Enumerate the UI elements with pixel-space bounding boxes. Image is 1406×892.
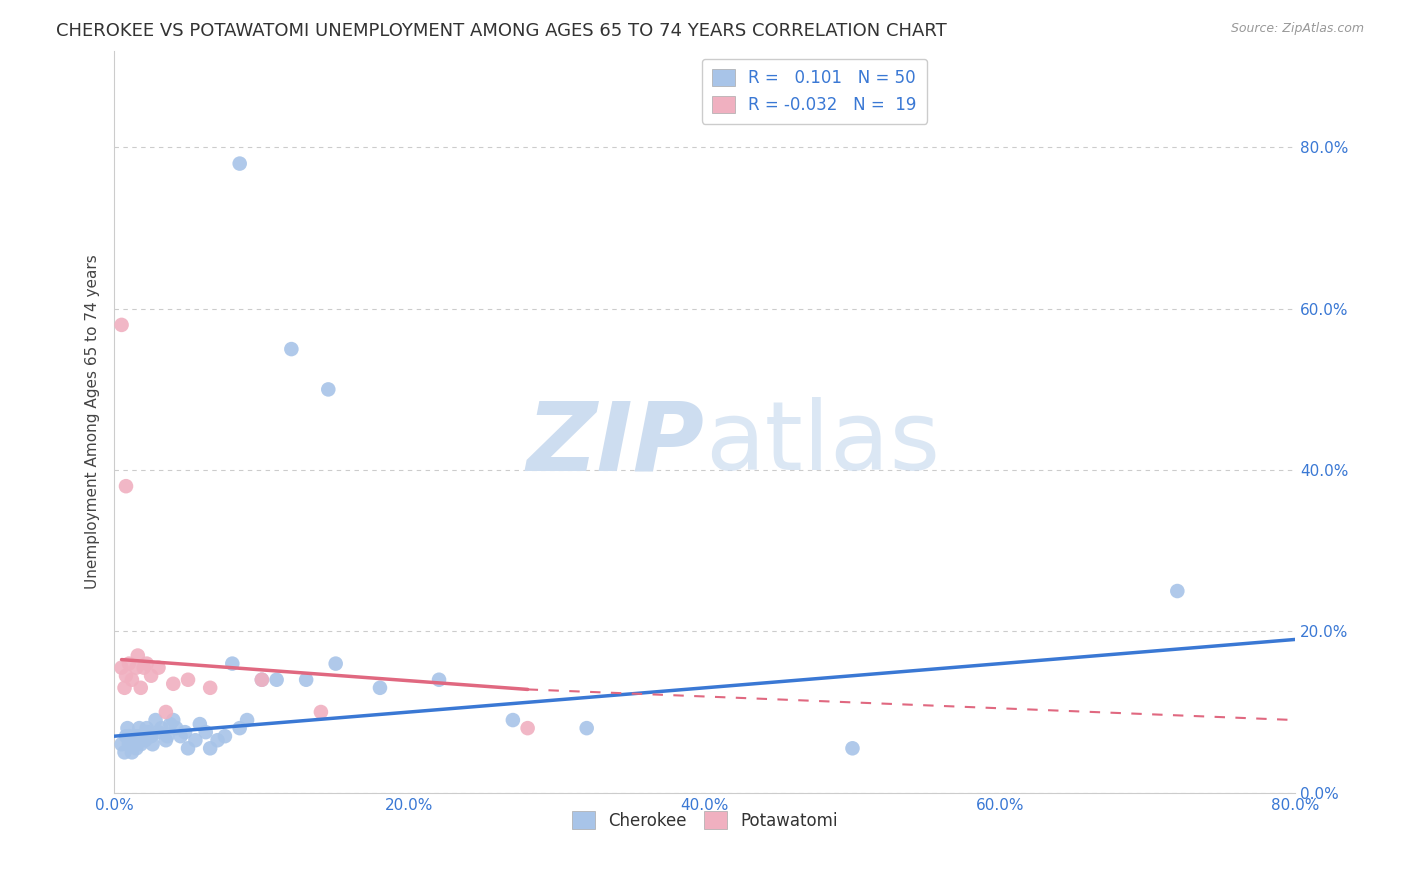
Point: [115, 729, 138, 743]
Point: [266, 673, 288, 687]
Point: [575, 721, 598, 735]
Point: [118, 729, 141, 743]
Point: [169, 729, 191, 743]
Point: [118, 657, 141, 671]
Point: [1166, 584, 1188, 599]
Point: [228, 721, 250, 735]
Point: [134, 733, 156, 747]
Point: [228, 156, 250, 170]
Point: [155, 705, 177, 719]
Point: [177, 673, 200, 687]
Point: [121, 745, 143, 759]
Point: [207, 733, 229, 747]
Point: [125, 733, 148, 747]
Point: [177, 741, 200, 756]
Point: [280, 342, 302, 356]
Point: [841, 741, 863, 756]
Point: [125, 741, 148, 756]
Point: [135, 657, 157, 671]
Point: [136, 725, 159, 739]
Point: [295, 673, 318, 687]
Point: [174, 725, 197, 739]
Point: [198, 741, 221, 756]
Point: [221, 657, 243, 671]
Point: [127, 648, 149, 663]
Point: [129, 737, 152, 751]
Point: [427, 673, 450, 687]
Point: [194, 725, 217, 739]
Point: [309, 705, 332, 719]
Point: [155, 733, 177, 747]
Point: [198, 681, 221, 695]
Point: [115, 669, 138, 683]
Text: CHEROKEE VS POTAWATOMI UNEMPLOYMENT AMONG AGES 65 TO 74 YEARS CORRELATION CHART: CHEROKEE VS POTAWATOMI UNEMPLOYMENT AMON…: [56, 22, 948, 40]
Point: [250, 673, 273, 687]
Point: [325, 657, 347, 671]
Point: [368, 681, 391, 695]
Y-axis label: Unemployment Among Ages 65 to 74 years: Unemployment Among Ages 65 to 74 years: [86, 254, 100, 589]
Point: [148, 660, 170, 674]
Point: [118, 737, 141, 751]
Point: [129, 681, 152, 695]
Point: [139, 729, 162, 743]
Point: [159, 717, 181, 731]
Point: [184, 733, 207, 747]
Point: [135, 721, 157, 735]
Point: [110, 660, 132, 674]
Point: [142, 737, 165, 751]
Point: [139, 669, 162, 683]
Point: [148, 725, 170, 739]
Point: [250, 673, 273, 687]
Point: [236, 713, 259, 727]
Point: [162, 713, 184, 727]
Point: [145, 713, 167, 727]
Point: [127, 729, 149, 743]
Point: [165, 721, 187, 735]
Point: [502, 713, 524, 727]
Point: [114, 745, 136, 759]
Text: ZIP: ZIP: [527, 398, 704, 491]
Point: [150, 721, 173, 735]
Legend: Cherokee, Potawatomi: Cherokee, Potawatomi: [565, 805, 845, 837]
Point: [132, 729, 155, 743]
Point: [128, 721, 150, 735]
Text: atlas: atlas: [704, 398, 941, 491]
Point: [110, 318, 132, 332]
Point: [122, 737, 145, 751]
Point: [316, 383, 339, 397]
Text: Source: ZipAtlas.com: Source: ZipAtlas.com: [1230, 22, 1364, 36]
Point: [125, 660, 148, 674]
Point: [188, 717, 211, 731]
Point: [121, 673, 143, 687]
Point: [114, 681, 136, 695]
Point: [110, 737, 132, 751]
Point: [156, 729, 179, 743]
Point: [214, 729, 236, 743]
Point: [162, 677, 184, 691]
Point: [124, 729, 146, 743]
Point: [115, 479, 138, 493]
Point: [117, 721, 139, 735]
Point: [132, 660, 155, 674]
Point: [516, 721, 538, 735]
